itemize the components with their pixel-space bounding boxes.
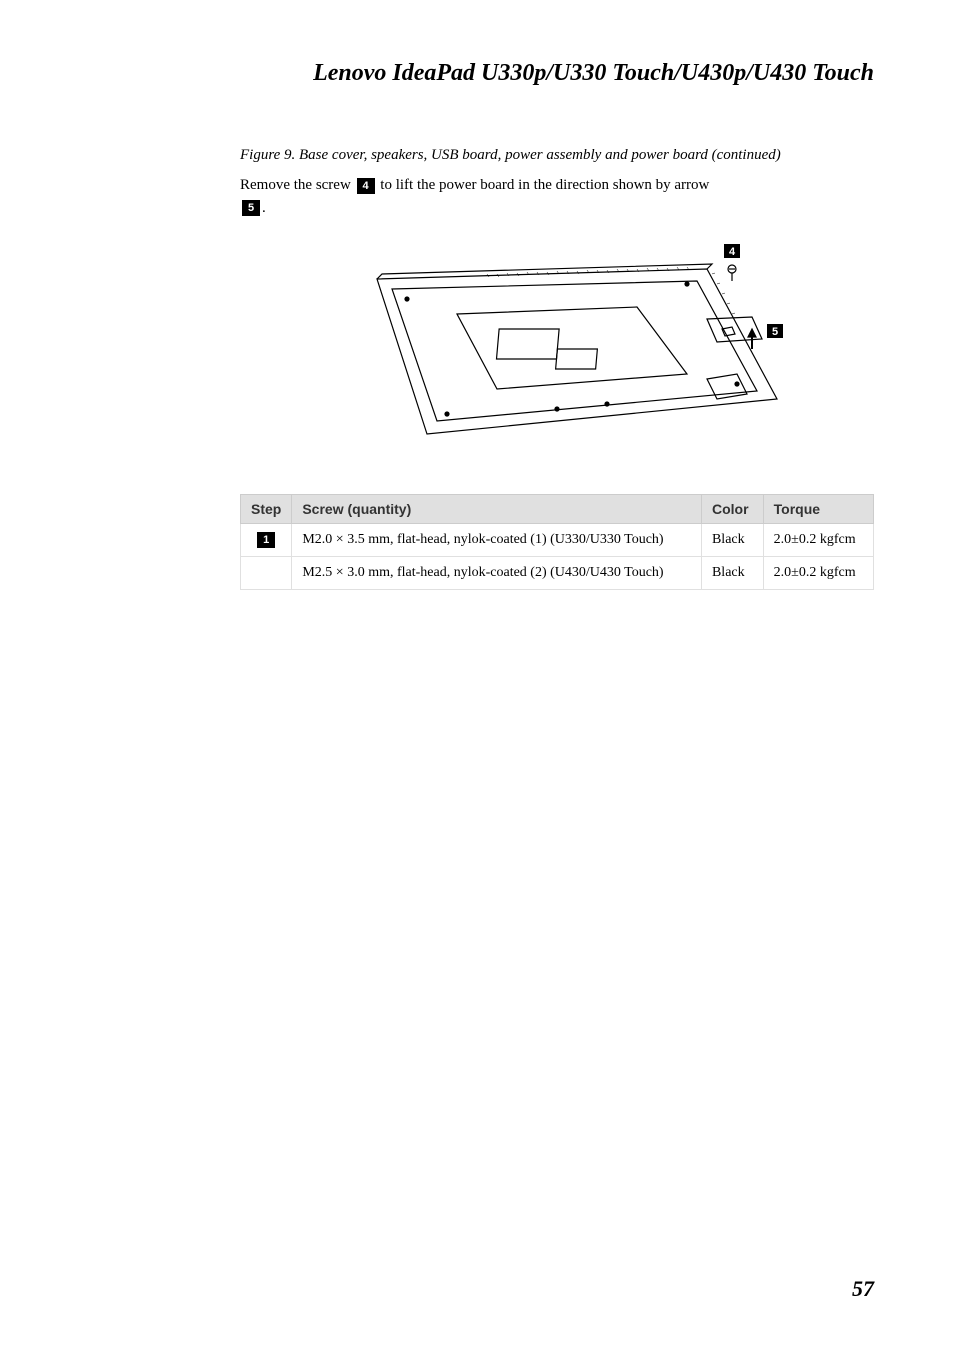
diagram-container: 4 5	[240, 239, 874, 464]
table-header-row: Step Screw (quantity) Color Torque	[241, 495, 874, 524]
table-row: 1 M2.0 × 3.5 mm, flat-head, nylok-coated…	[241, 524, 874, 557]
header-torque: Torque	[763, 495, 873, 524]
cell-torque: 2.0±0.2 kgfcm	[763, 557, 873, 590]
laptop-base-diagram: 4 5	[307, 239, 807, 459]
cell-color: Black	[701, 557, 763, 590]
instruction-text: Remove the screw 4 to lift the power boa…	[240, 174, 874, 219]
instruction-prefix: Remove the screw	[240, 177, 355, 193]
instruction-suffix: .	[262, 200, 266, 216]
step-box-1: 1	[257, 532, 275, 548]
diagram-callout-5: 5	[767, 324, 783, 338]
cell-color: Black	[701, 524, 763, 557]
figure-caption: Figure 9. Base cover, speakers, USB boar…	[240, 147, 874, 164]
cell-step-empty	[241, 557, 292, 590]
table-row: M2.5 × 3.0 mm, flat-head, nylok-coated (…	[241, 557, 874, 590]
screw-specification-table: Step Screw (quantity) Color Torque 1 M2.…	[240, 494, 874, 590]
svg-text:5: 5	[772, 326, 778, 338]
document-header: Lenovo IdeaPad U330p/U330 Touch/U430p/U4…	[240, 60, 874, 87]
header-step: Step	[241, 495, 292, 524]
header-screw: Screw (quantity)	[292, 495, 702, 524]
cell-screw: M2.0 × 3.5 mm, flat-head, nylok-coated (…	[292, 524, 702, 557]
cell-torque: 2.0±0.2 kgfcm	[763, 524, 873, 557]
instruction-mid: to lift the power board in the direction…	[377, 177, 710, 193]
svg-text:4: 4	[729, 246, 736, 258]
callout-box-4-inline: 4	[357, 178, 375, 194]
header-color: Color	[701, 495, 763, 524]
cell-step: 1	[241, 524, 292, 557]
page-content: Lenovo IdeaPad U330p/U330 Touch/U430p/U4…	[0, 0, 954, 650]
cell-screw: M2.5 × 3.0 mm, flat-head, nylok-coated (…	[292, 557, 702, 590]
page-number: 57	[852, 1276, 874, 1302]
diagram-callout-4: 4	[724, 244, 740, 258]
callout-box-5-inline: 5	[242, 200, 260, 216]
